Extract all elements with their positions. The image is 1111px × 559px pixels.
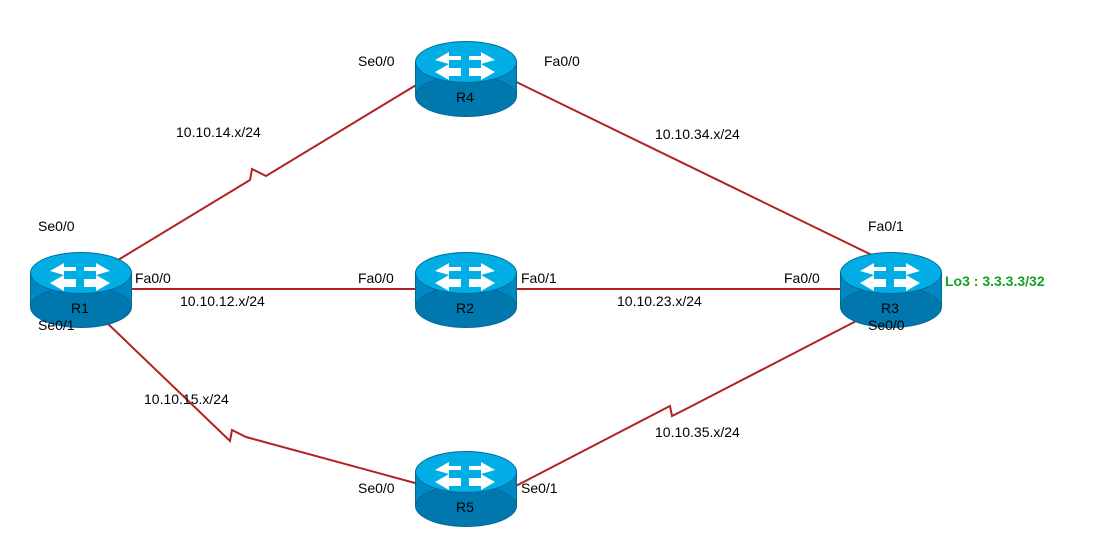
- if-r1-se01: Se0/1: [38, 317, 75, 333]
- router-r3: R3: [840, 252, 940, 326]
- subnet-r1-r5: 10.10.15.x/24: [144, 391, 229, 407]
- if-r5-se00: Se0/0: [358, 480, 395, 496]
- router-r5: R5: [415, 451, 515, 525]
- router-r1: R1: [30, 252, 130, 326]
- subnet-r1-r4: 10.10.14.x/24: [176, 124, 261, 140]
- router-label: R5: [415, 499, 515, 515]
- if-r4-fa00: Fa0/0: [544, 53, 580, 69]
- link-r4-r3: [504, 76, 878, 258]
- if-r1-se00: Se0/0: [38, 218, 75, 234]
- router-r2: R2: [415, 252, 515, 326]
- router-label: R2: [415, 300, 515, 316]
- router-label: R3: [840, 300, 940, 316]
- if-r2-fa01: Fa0/1: [521, 270, 557, 286]
- if-r2-fa00: Fa0/0: [358, 270, 394, 286]
- if-r3-fa00: Fa0/0: [784, 270, 820, 286]
- subnet-r1-r2: 10.10.12.x/24: [180, 293, 265, 309]
- subnet-r5-r3: 10.10.35.x/24: [655, 424, 740, 440]
- router-r4: R4: [415, 41, 515, 115]
- lo3-label: Lo3 : 3.3.3.3/32: [945, 273, 1045, 289]
- subnet-r2-r3: 10.10.23.x/24: [617, 293, 702, 309]
- if-r1-fa00: Fa0/0: [135, 270, 171, 286]
- if-r3-fa01: Fa0/1: [868, 218, 904, 234]
- if-r3-se00: Se0/0: [868, 317, 905, 333]
- link-r1-r4: [118, 76, 431, 260]
- router-label: R4: [415, 89, 515, 105]
- if-r4-se00: Se0/0: [358, 53, 395, 69]
- if-r5-se01: Se0/1: [521, 480, 558, 496]
- subnet-r4-r3: 10.10.34.x/24: [655, 126, 740, 142]
- link-r5-r3: [510, 318, 862, 489]
- diagram-canvas: R1 R2 R3 R4 R5 Se0/0 Fa0/0 Se0/1 Se0/0 F…: [0, 0, 1111, 559]
- router-label: R1: [30, 300, 130, 316]
